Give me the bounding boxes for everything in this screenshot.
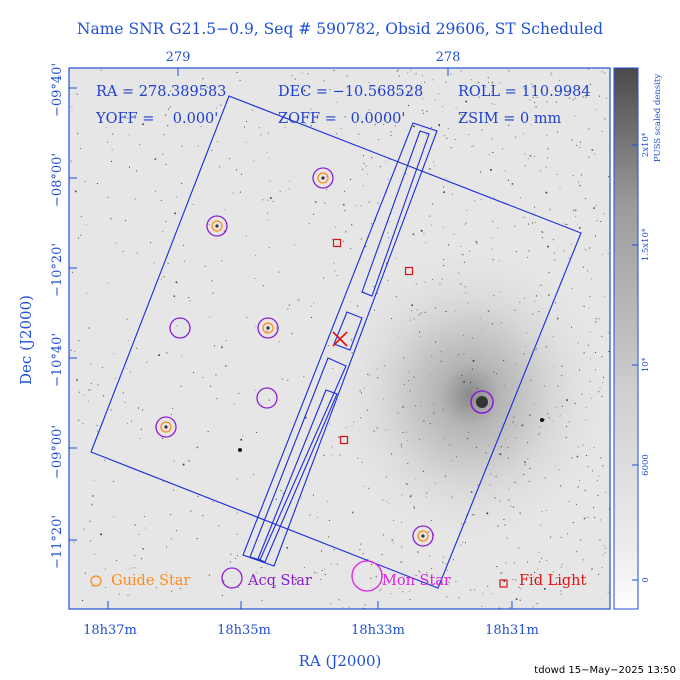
colorbar-tick-1: 1.5x10⁴ — [641, 228, 651, 261]
guide-star-2 — [262, 322, 274, 334]
star-core-4 — [421, 534, 425, 538]
x-tick-1: 18h35m — [217, 623, 271, 638]
y-tick-3: −10°40' — [50, 333, 65, 387]
top-tick-279: 279 — [166, 50, 191, 65]
guide-star-1 — [211, 220, 223, 232]
sky-image — [69, 68, 610, 609]
hrc-strip-3 — [333, 311, 363, 351]
fid-light-1 — [404, 266, 414, 276]
colorbar-tick-2: 10⁴ — [641, 357, 651, 372]
legend-mon-label: Mon Star — [382, 573, 451, 589]
target-marker — [332, 331, 348, 347]
colorbar-tick-3: 6000 — [641, 454, 651, 476]
acq-star-4 — [412, 525, 434, 547]
colorbar-title: PUSS scaled density — [653, 74, 663, 162]
y-tick-4: −09°00' — [50, 425, 65, 479]
fid-light-2 — [339, 435, 349, 445]
acis-field — [90, 95, 582, 589]
guide-star-0 — [317, 172, 329, 184]
mon-region-star-0 — [470, 390, 494, 414]
y-tick-1: −08°00' — [50, 153, 65, 207]
colorbar-tick-4: 0 — [641, 577, 651, 582]
legend: Guide Star Acq Star Mon Star Fid Light — [90, 560, 586, 592]
acq-star-3 — [155, 416, 177, 438]
acq-star-1 — [206, 215, 228, 237]
frame-ticks — [69, 68, 513, 609]
colorbar-tick-0: 2x10⁴ — [641, 132, 651, 157]
y-tick-5: −11°20' — [50, 515, 65, 569]
bright-source — [476, 396, 488, 408]
acq-star-0 — [312, 167, 334, 189]
field-footprint — [90, 95, 582, 589]
acq-only-star-1 — [256, 387, 278, 409]
y-tick-2: −10°20' — [50, 243, 65, 297]
info-yoff: YOFF = 0.000' — [95, 111, 218, 127]
legend-acq-label: Acq Star — [247, 573, 312, 589]
legend-guide-icon — [90, 575, 102, 587]
legend-mon-icon — [351, 560, 383, 592]
hrc-strip-2 — [361, 130, 430, 297]
info-zoff: ZOFF = 0.0000' — [278, 111, 405, 127]
star-core-2 — [266, 326, 270, 330]
x-axis-label: RA (J2000) — [299, 652, 382, 670]
info-zsim: ZSIM = 0 mm — [458, 111, 562, 127]
star-core-1 — [215, 224, 219, 228]
legend-guide-label: Guide Star — [111, 573, 190, 589]
footer-stamp: tdowd 15−May−2025 13:50 — [534, 665, 676, 676]
legend-acq-icon — [221, 567, 243, 589]
legend-fid-icon — [499, 579, 508, 588]
info-ra: RA = 278.389583 — [96, 84, 226, 100]
info-dec: DEC = −10.568528 — [278, 84, 423, 100]
y-axis-label: Dec (J2000) — [17, 295, 35, 385]
star-core-0 — [321, 176, 325, 180]
background-stars — [70, 68, 610, 609]
y-tick-0: −09°40' — [50, 63, 65, 117]
top-tick-278: 278 — [436, 50, 461, 65]
x-tick-2: 18h33m — [351, 623, 405, 638]
chart-title: Name SNR G21.5−0.9, Seq # 590782, Obsid … — [77, 20, 603, 38]
plot-frame — [68, 67, 611, 610]
star-markers — [155, 167, 494, 547]
legend-fid-label: Fid Light — [519, 573, 586, 589]
guide-star-3 — [160, 421, 172, 433]
hrc-strip-5 — [257, 389, 338, 563]
x-tick-0: 18h37m — [83, 623, 137, 638]
guide-star-4 — [417, 530, 429, 542]
colorbar: PUSS scaled density 2x10⁴ 1.5x10⁴ 10⁴ 60… — [613, 67, 663, 610]
acq-only-star-0 — [169, 317, 191, 339]
star-core-3 — [164, 425, 168, 429]
acq-star-2 — [257, 317, 279, 339]
hrc-strip-1 — [242, 122, 438, 567]
x-tick-3: 18h31m — [485, 623, 539, 638]
info-roll: ROLL = 110.9984 — [458, 84, 591, 100]
fid-light-0 — [332, 238, 342, 248]
